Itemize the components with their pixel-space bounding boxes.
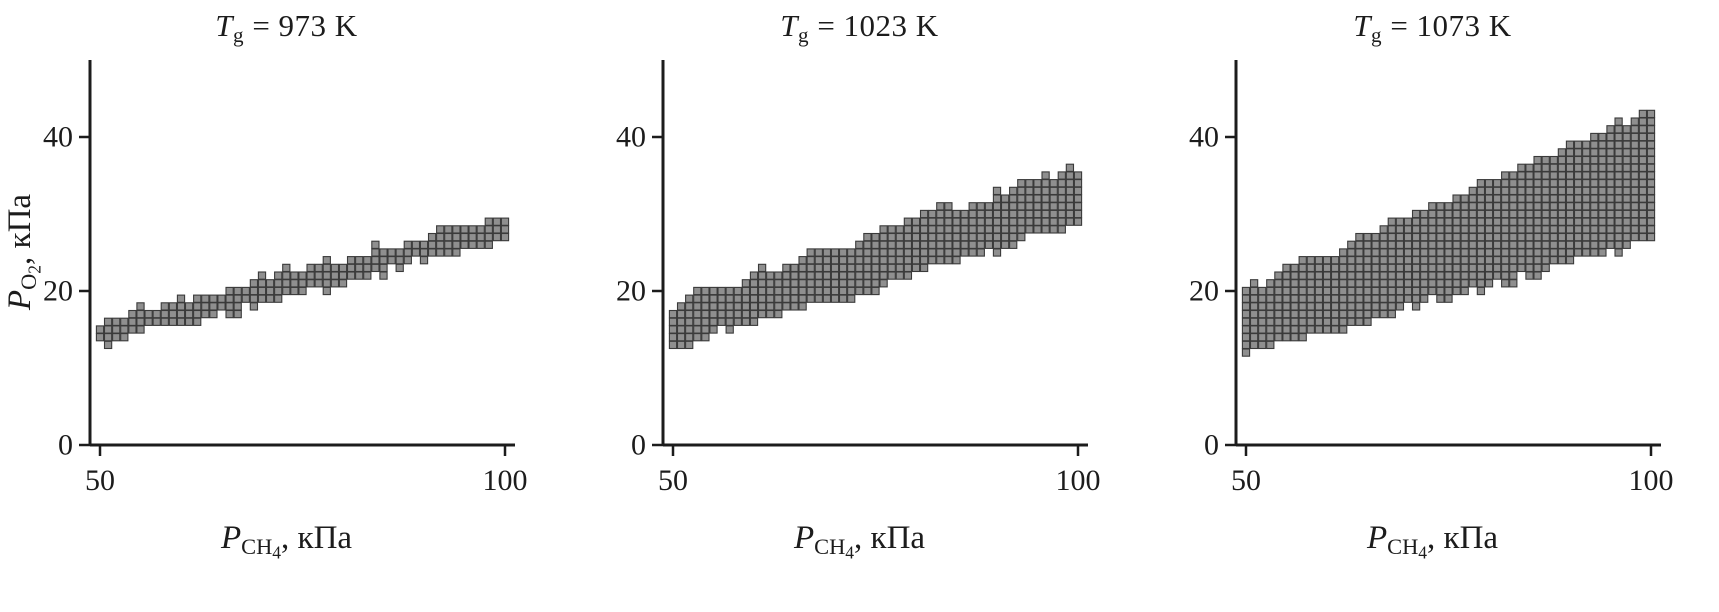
svg-text:20: 20 [43, 275, 73, 308]
xlabel-suffix: , кПа [1427, 520, 1499, 556]
scatter-plot-973k: 0 20 40 50 100 [43, 60, 528, 497]
xlabel-sub: CH [1387, 534, 1419, 560]
xlabel-suffix: , кПа [281, 520, 353, 556]
title-subscript: g [798, 22, 810, 47]
xlabel-subsub: 4 [272, 542, 282, 563]
title-subscript: g [1371, 22, 1383, 47]
svg-text:40: 40 [43, 121, 73, 154]
svg-text:20: 20 [1189, 275, 1219, 308]
xlabel-subsub: 4 [845, 542, 855, 563]
xlabel-sub: CH [814, 534, 846, 560]
x-axis-label: PCH4, кПа [1367, 520, 1498, 564]
xlabel-sub: CH [241, 534, 273, 560]
chart-title: Tg = 1023 K [780, 0, 938, 50]
chart-title: Tg = 973 K [215, 0, 357, 50]
xlabel-suffix: , кПа [854, 520, 926, 556]
title-rest: = 973 K [244, 8, 358, 43]
svg-text:100: 100 [483, 464, 528, 497]
svg-text:0: 0 [58, 429, 73, 462]
svg-text:100: 100 [1056, 464, 1101, 497]
title-symbol: T [1353, 8, 1372, 43]
svg-text:20: 20 [616, 275, 646, 308]
svg-text:50: 50 [1231, 464, 1261, 497]
title-rest: = 1023 K [809, 8, 939, 43]
svg-text:50: 50 [85, 464, 115, 497]
panel-1023k: Tg = 1023 K 0 20 40 50 100 PCH4, кПа [573, 0, 1146, 612]
svg-text:0: 0 [1204, 429, 1219, 462]
xlabel-symbol: P [220, 520, 242, 556]
svg-text:50: 50 [658, 464, 688, 497]
panel-973k: Tg = 973 K 0 20 40 50 100 PCH4, кПа PO2, кПа [0, 0, 573, 612]
title-subscript: g [233, 22, 245, 47]
svg-text:100: 100 [1629, 464, 1674, 497]
title-symbol: T [780, 8, 799, 43]
xlabel-subsub: 4 [1418, 542, 1428, 563]
xlabel-symbol: P [1366, 520, 1388, 556]
svg-text:40: 40 [616, 121, 646, 154]
scatter-plot-1023k: 0 20 40 50 100 [616, 60, 1101, 497]
xlabel-symbol: P [793, 520, 815, 556]
chart-title: Tg = 1073 K [1353, 0, 1511, 50]
title-symbol: T [215, 8, 234, 43]
scatter-plot-1073k: 0 20 40 50 100 [1189, 60, 1674, 497]
x-axis-label: PCH4, кПа [794, 520, 925, 564]
panel-1073k: Tg = 1073 K 0 20 40 50 100 PCH4, кПа [1146, 0, 1719, 612]
x-axis-label: PCH4, кПа [221, 520, 352, 564]
svg-text:40: 40 [1189, 121, 1219, 154]
svg-text:0: 0 [631, 429, 646, 462]
title-rest: = 1073 K [1382, 8, 1512, 43]
